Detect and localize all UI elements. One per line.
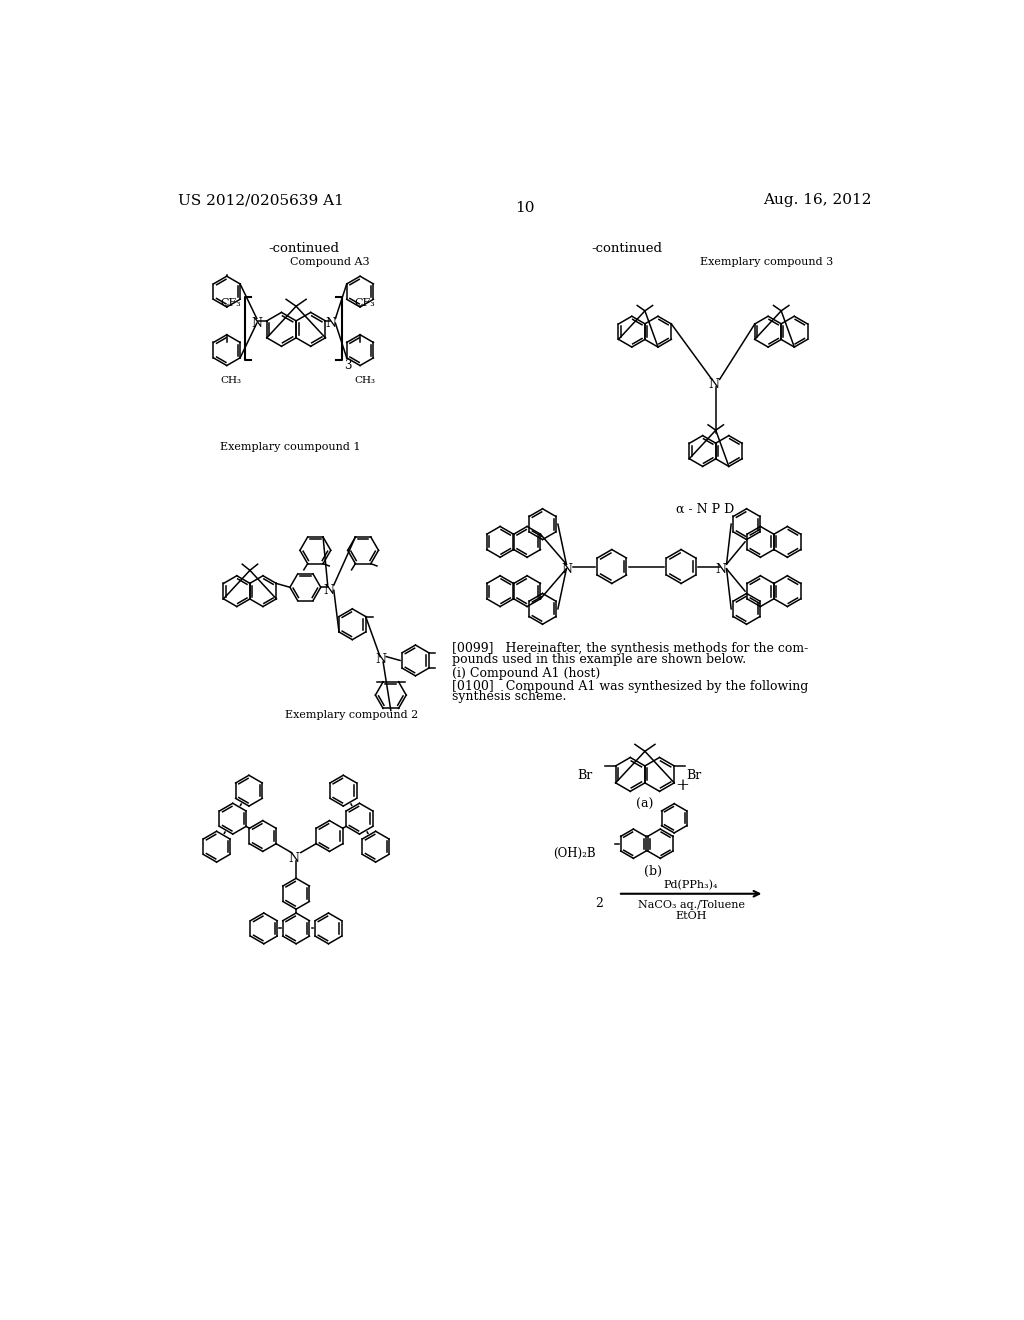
Text: synthesis scheme.: synthesis scheme.	[453, 690, 567, 704]
Text: N: N	[708, 379, 719, 391]
Text: -continued: -continued	[592, 242, 663, 255]
Text: pounds used in this example are shown below.: pounds used in this example are shown be…	[453, 653, 746, 665]
Text: N: N	[376, 653, 386, 667]
Text: Br: Br	[578, 770, 593, 781]
Text: (b): (b)	[644, 865, 662, 878]
Text: N: N	[716, 564, 727, 576]
Text: N: N	[561, 564, 572, 576]
Text: 3: 3	[344, 359, 351, 372]
Text: Br: Br	[686, 770, 701, 781]
Text: α - N P D: α - N P D	[676, 503, 734, 516]
Text: 2: 2	[595, 896, 602, 909]
Text: +: +	[676, 777, 689, 795]
Text: Exemplary coumpound 1: Exemplary coumpound 1	[219, 442, 360, 451]
Text: CF₃: CF₃	[354, 298, 375, 308]
Text: N: N	[326, 317, 336, 330]
Text: Exemplary compound 2: Exemplary compound 2	[285, 710, 418, 721]
Text: (OH)₂B: (OH)₂B	[553, 847, 596, 859]
Text: -continued: -continued	[268, 242, 339, 255]
Text: Aug. 16, 2012: Aug. 16, 2012	[763, 193, 871, 207]
Text: CH₃: CH₃	[354, 376, 375, 385]
Text: (i) Compound A1 (host): (i) Compound A1 (host)	[453, 667, 601, 680]
Text: Exemplary compound 3: Exemplary compound 3	[700, 257, 834, 267]
Text: NaCO₃ aq./Toluene: NaCO₃ aq./Toluene	[638, 900, 744, 909]
Text: Compound A3: Compound A3	[290, 257, 370, 267]
Text: Pd(PPh₃)₄: Pd(PPh₃)₄	[664, 880, 719, 890]
Text: CF₃: CF₃	[220, 298, 242, 308]
Text: CH₃: CH₃	[220, 376, 242, 385]
Text: 10: 10	[515, 201, 535, 215]
Text: EtOH: EtOH	[676, 911, 707, 920]
Text: N: N	[323, 583, 334, 597]
Text: N: N	[289, 851, 299, 865]
Text: (a): (a)	[636, 797, 653, 810]
Text: [0100]   Compound A1 was synthesized by the following: [0100] Compound A1 was synthesized by th…	[453, 680, 809, 693]
Text: US 2012/0205639 A1: US 2012/0205639 A1	[178, 193, 344, 207]
Text: N: N	[251, 317, 262, 330]
Text: [0099]   Hereinafter, the synthesis methods for the com-: [0099] Hereinafter, the synthesis method…	[453, 642, 809, 655]
